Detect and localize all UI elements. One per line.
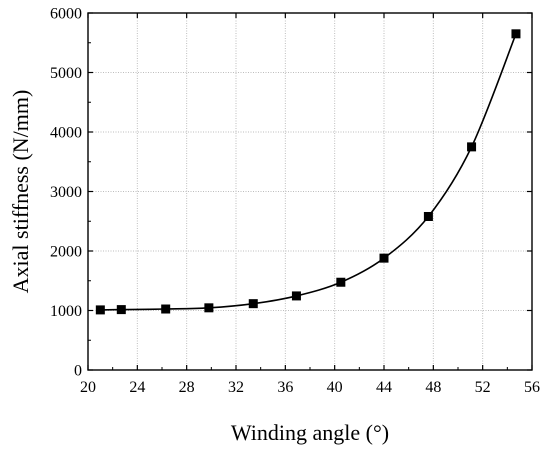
y-tick-label: 1000 bbox=[50, 303, 82, 320]
data-point bbox=[379, 253, 389, 263]
x-tick-label: 20 bbox=[80, 379, 96, 396]
x-axis-title: Winding angle (°) bbox=[231, 420, 389, 445]
y-axis-title: Axial stiffness (N/mm) bbox=[8, 90, 33, 294]
tick-layer bbox=[87, 12, 533, 371]
x-tick-label: 56 bbox=[524, 379, 540, 396]
plot-frame bbox=[87, 12, 533, 371]
series-markers bbox=[95, 29, 521, 315]
x-tick-label: 44 bbox=[376, 379, 392, 396]
y-tick-label: 6000 bbox=[50, 6, 82, 23]
x-tick-label: 40 bbox=[327, 379, 343, 396]
x-tick-label: 32 bbox=[228, 379, 244, 396]
data-point bbox=[161, 304, 171, 314]
data-point bbox=[291, 291, 301, 301]
x-tick-label: 36 bbox=[277, 379, 293, 396]
plot-border bbox=[87, 12, 533, 371]
series-line-layer bbox=[100, 33, 517, 311]
data-point bbox=[95, 305, 105, 315]
y-tick-label: 4000 bbox=[50, 125, 82, 142]
x-tick-label: 52 bbox=[475, 379, 491, 396]
x-tick-label: 28 bbox=[179, 379, 195, 396]
data-point bbox=[204, 303, 214, 313]
x-tick-label: 24 bbox=[129, 379, 145, 396]
data-point bbox=[336, 277, 346, 287]
data-point bbox=[511, 29, 521, 39]
data-point bbox=[116, 305, 126, 315]
grid-lines bbox=[88, 13, 532, 370]
data-point bbox=[248, 299, 258, 309]
y-tick-label: 3000 bbox=[50, 184, 82, 201]
y-tick-label: 0 bbox=[74, 363, 82, 380]
data-point bbox=[423, 211, 433, 221]
tick-labels: 20 24 28 32 36 40 44 48 52 56 0 1000 2000 3000 4000 500… bbox=[50, 6, 540, 397]
x-tick-label: 48 bbox=[425, 379, 441, 396]
series-line bbox=[100, 33, 517, 311]
y-tick-label: 2000 bbox=[50, 244, 82, 261]
data-point bbox=[467, 142, 477, 152]
y-tick-label: 5000 bbox=[50, 65, 82, 82]
